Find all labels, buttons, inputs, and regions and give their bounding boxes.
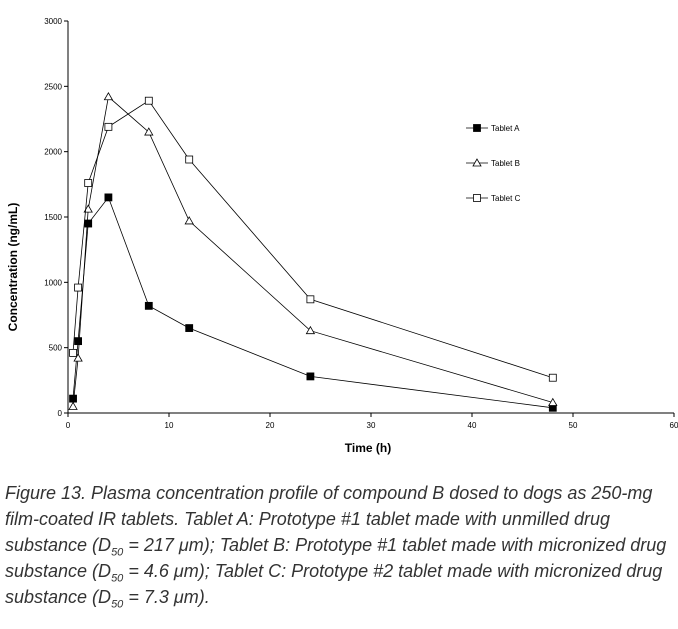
data-point-tablet-b <box>548 397 558 406</box>
x-tick-label: 10 <box>165 421 174 430</box>
caption-subscript-1: 50 <box>111 546 124 559</box>
caption-subscript-2: 50 <box>111 572 124 585</box>
y-tick-label: 1500 <box>44 213 62 222</box>
y-tick-label: 500 <box>49 344 63 353</box>
legend-item-tablet-b: Tablet B <box>466 158 520 168</box>
y-tick-label: 1000 <box>44 278 62 287</box>
figure-caption: Figure 13. Plasma concentration profile … <box>5 480 673 610</box>
data-point-tablet-c <box>185 155 194 164</box>
series-tablet-a <box>69 193 557 412</box>
x-axis-title: Time (h) <box>345 441 391 455</box>
series-tablet-b <box>68 91 558 410</box>
chart-axes <box>67 21 674 414</box>
legend-marker <box>473 124 481 132</box>
chart-series <box>68 91 558 412</box>
caption-text-3: = 4.6 μm); Tablet C: Prototype #2 tablet… <box>5 561 663 607</box>
chart-legend: Tablet A Tablet B Tablet C <box>466 124 521 203</box>
data-point-tablet-a <box>306 372 315 381</box>
series-line-tablet-a <box>72 196 553 409</box>
data-point-tablet-c <box>306 295 315 304</box>
series-line-tablet-b <box>72 96 553 407</box>
data-point-tablet-c <box>104 122 113 131</box>
chart-area: 0 500 1000 1500 2000 2500 3000 0 10 20 30 40 50 60 Ta… <box>6 17 678 455</box>
y-tick-label: 0 <box>58 409 63 418</box>
data-point-tablet-b <box>184 216 194 225</box>
data-point-tablet-c <box>548 373 557 382</box>
data-point-tablet-a <box>69 394 77 403</box>
caption-text-4: = 7.3 μm). <box>123 587 210 607</box>
data-point-tablet-c <box>69 348 77 357</box>
x-tick-label: 60 <box>670 421 678 430</box>
caption-text-2: = 217 μm); Tablet B: Prototype #1 tablet… <box>5 535 667 581</box>
legend-marker <box>473 194 481 202</box>
x-tick-label: 20 <box>266 421 275 430</box>
x-tick-label: 30 <box>367 421 376 430</box>
x-tick-label: 40 <box>468 421 477 430</box>
data-point-tablet-b <box>68 401 78 410</box>
data-point-tablet-a <box>144 301 153 310</box>
legend-label: Tablet A <box>491 124 520 133</box>
data-point-tablet-c <box>84 179 93 187</box>
data-point-tablet-b <box>83 204 93 213</box>
data-point-tablet-b <box>73 353 83 362</box>
y-tick-label: 2500 <box>44 82 62 91</box>
series-line-tablet-c <box>72 100 553 379</box>
caption-text-1: Figure 13. Plasma concentration profile … <box>5 483 653 555</box>
data-point-tablet-b <box>144 127 154 136</box>
y-tick-label: 2000 <box>44 148 62 157</box>
data-point-tablet-c <box>74 283 82 292</box>
y-axis-title: Concentration (ng/mL) <box>6 203 20 332</box>
caption-subscript-3: 50 <box>111 598 124 611</box>
series-tablet-c <box>69 96 557 382</box>
legend-label: Tablet C <box>491 194 521 203</box>
legend-item-tablet-a: Tablet A <box>466 124 520 133</box>
data-point-tablet-c <box>144 96 153 105</box>
data-point-tablet-b <box>103 91 114 101</box>
legend-marker <box>472 158 482 167</box>
data-point-tablet-a <box>84 219 93 228</box>
x-tick-label: 0 <box>66 421 71 430</box>
data-point-tablet-a <box>74 337 82 346</box>
chart-ticks: 0 500 1000 1500 2000 2500 3000 0 10 20 30 40 50 60 <box>44 17 678 430</box>
legend-label: Tablet B <box>491 159 520 168</box>
data-point-tablet-b <box>305 325 316 335</box>
y-tick-label: 3000 <box>44 17 62 26</box>
concentration-time-chart: 0 500 1000 1500 2000 2500 3000 0 10 20 30 40 50 60 Ta… <box>6 17 678 455</box>
data-point-tablet-a <box>185 324 194 332</box>
x-tick-label: 50 <box>569 421 578 430</box>
data-point-tablet-a <box>104 193 113 202</box>
legend-item-tablet-c: Tablet C <box>466 194 521 203</box>
